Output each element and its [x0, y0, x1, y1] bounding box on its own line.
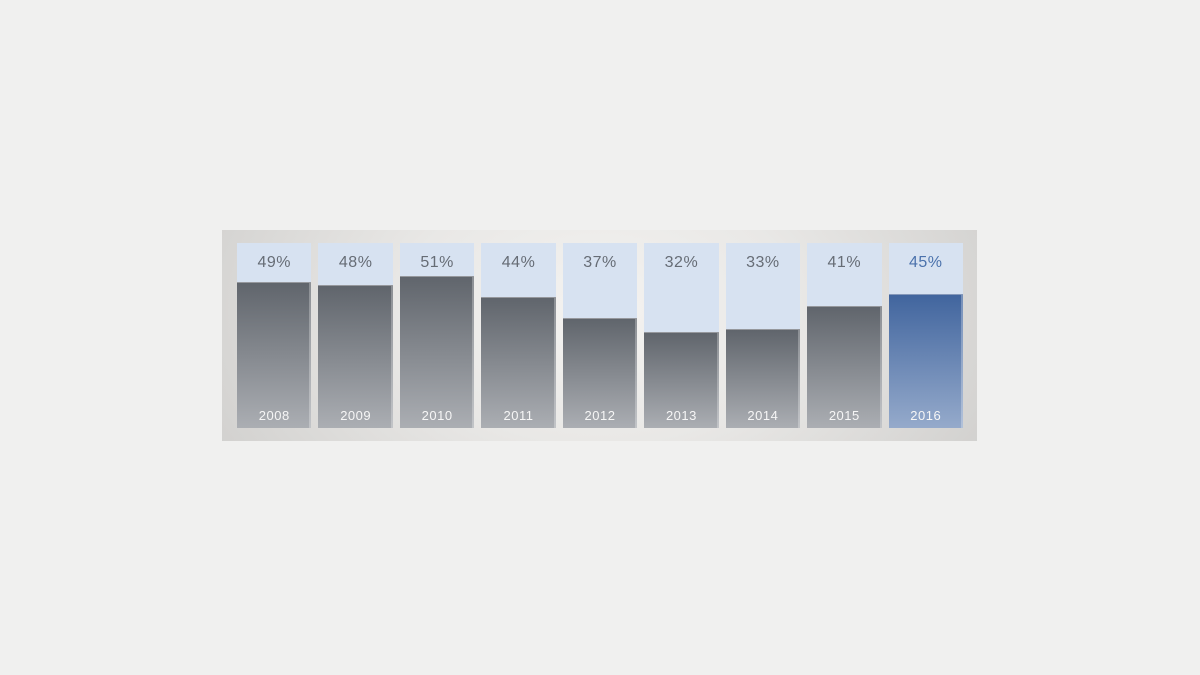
category-label-2009: 2009 [340, 408, 372, 423]
value-label-2013: 32% [664, 254, 699, 271]
category-label-2012: 2012 [584, 408, 616, 423]
bar-2014: 2014 [725, 329, 801, 428]
bar-2010: 2010 [399, 276, 475, 428]
value-label-2010: 51% [420, 254, 454, 271]
chart-panel: 49% 2008 48% 2009 51% 2010 44% 2011 37% 2012 32% 20… [222, 230, 977, 441]
chart-column-2012: 37% 2012 [562, 243, 638, 428]
chart-column-2009: 48% 2009 [318, 243, 393, 428]
chart-column-2014: 33% 2014 [725, 243, 801, 428]
value-label-2015: 41% [827, 254, 862, 271]
value-label-2009: 48% [338, 254, 373, 271]
chart-column-2013: 32% 2013 [644, 243, 719, 428]
category-label-2011: 2011 [503, 408, 534, 423]
category-label-2014: 2014 [747, 408, 779, 423]
value-label-2011: 44% [501, 254, 536, 271]
bar-2009: 2009 [318, 285, 393, 428]
chart-column-2010: 51% 2010 [399, 243, 475, 428]
category-label-2008: 2008 [258, 408, 290, 423]
chart-column-2015: 41% 2015 [807, 243, 882, 428]
chart-column-2016: 45% 2016 [888, 243, 963, 428]
category-label-2010: 2010 [421, 408, 453, 423]
bar-2016: 2016 [888, 294, 963, 428]
category-label-2015: 2015 [828, 408, 860, 423]
bar-2012: 2012 [562, 318, 638, 428]
bar-2015: 2015 [807, 306, 882, 428]
category-label-2013: 2013 [665, 408, 697, 423]
chart-column-2008: 49% 2008 [237, 243, 312, 428]
value-label-2012: 37% [583, 254, 617, 271]
category-label-2016: 2016 [910, 408, 942, 423]
bar-chart: 49% 2008 48% 2009 51% 2010 44% 2011 37% 2012 32% 20… [237, 243, 963, 428]
value-label-2016: 45% [908, 254, 943, 271]
bar-2011: 2011 [481, 297, 556, 428]
value-label-2008: 49% [257, 254, 291, 271]
value-label-2014: 33% [746, 254, 780, 271]
bar-2008: 2008 [237, 282, 312, 428]
chart-column-2011: 44% 2011 [481, 243, 556, 428]
bar-2013: 2013 [644, 332, 719, 428]
